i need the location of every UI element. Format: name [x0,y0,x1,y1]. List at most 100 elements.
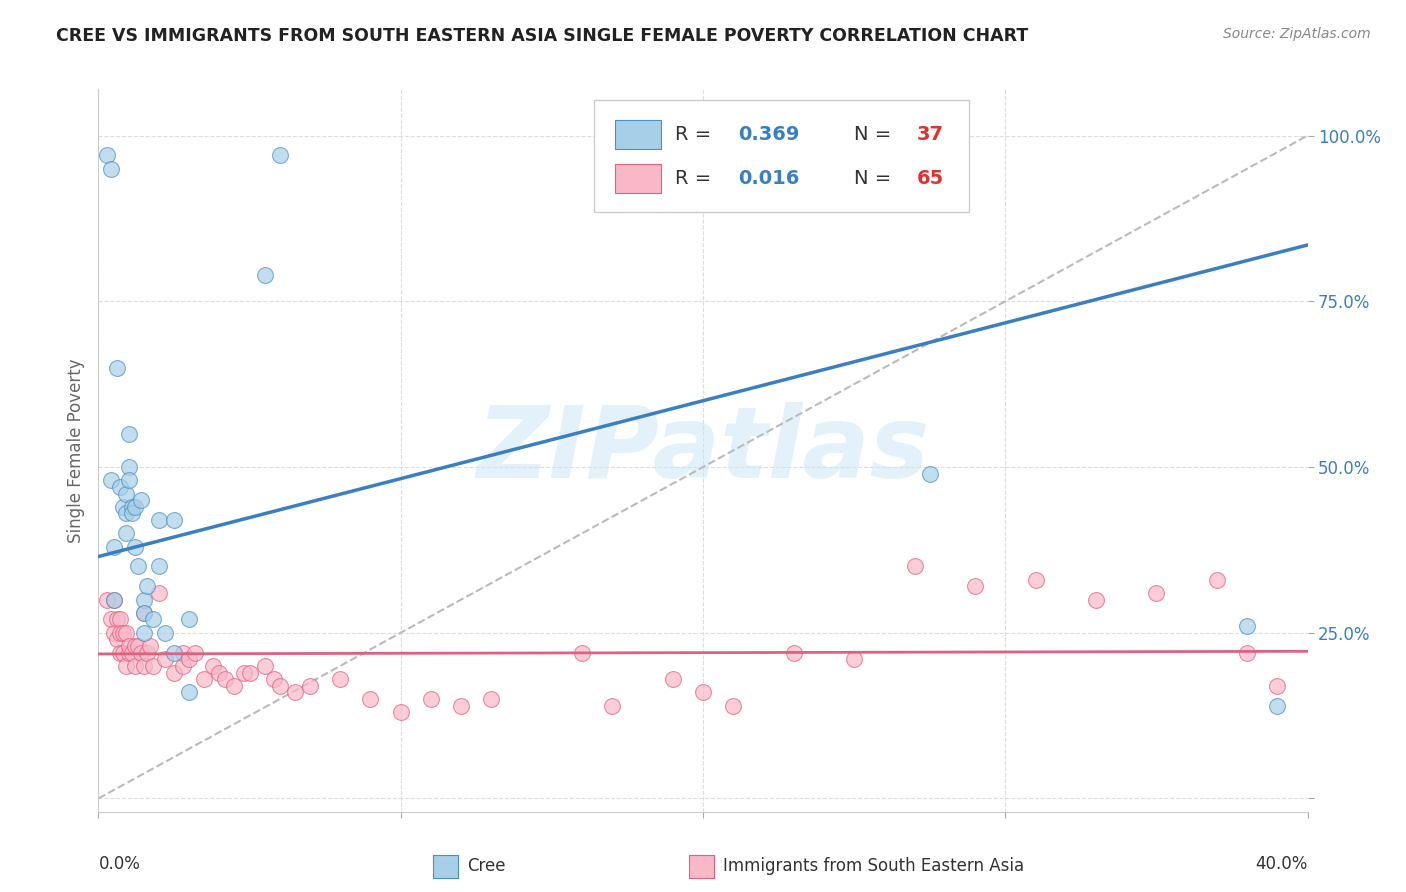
Point [124,540,146,554]
Point [118,646,141,660]
Point [139,639,162,653]
Point [253,268,276,282]
Point [142,612,165,626]
Point [299,679,322,693]
Point [132,659,155,673]
Point [723,698,745,713]
Point [108,480,131,494]
Point [111,625,134,640]
Bar [614,120,661,149]
Text: 37: 37 [917,125,943,145]
Point [108,646,131,660]
Point [148,586,170,600]
Point [105,612,128,626]
Point [918,467,941,481]
Text: 0.369: 0.369 [738,125,800,145]
Point [103,540,125,554]
Point [163,646,186,660]
Point [1236,646,1258,660]
Point [121,646,143,660]
Point [132,606,155,620]
Text: Source: ZipAtlas.com: Source: ZipAtlas.com [1223,27,1371,41]
Point [184,646,207,660]
Point [124,639,146,653]
Point [172,646,194,660]
Point [193,672,215,686]
Point [1267,679,1289,693]
Text: N =: N = [855,169,897,187]
Point [127,639,149,653]
Point [602,698,624,713]
Point [124,659,146,673]
Point [208,665,231,680]
Point [179,612,201,626]
Point [129,646,152,660]
Point [124,500,146,514]
Point [114,526,136,541]
Point [1206,573,1229,587]
Point [420,692,443,706]
Point [269,148,291,162]
Point [1024,573,1046,587]
Point [108,625,131,640]
Point [118,639,141,653]
Point [108,612,131,626]
Point [132,592,155,607]
Point [1144,586,1167,600]
Point [103,592,125,607]
Point [111,646,134,660]
Point [389,706,412,720]
Point [179,685,201,699]
Text: R =: R = [675,169,717,187]
Point [127,559,149,574]
Point [121,507,143,521]
Point [148,559,170,574]
Point [100,612,122,626]
Point [163,665,186,680]
Text: N =: N = [855,125,897,145]
Point [135,579,157,593]
Point [153,652,176,666]
Point [1267,698,1289,713]
Point [1085,592,1108,607]
Point [148,513,170,527]
Point [360,692,382,706]
Point [202,659,225,673]
Point [692,685,714,699]
Point [103,625,125,640]
Point [111,500,134,514]
Text: 0.0%: 0.0% [98,855,141,873]
Point [661,672,683,686]
Point [118,426,141,441]
Point [481,692,503,706]
Point [129,493,152,508]
Point [783,646,806,660]
Point [96,592,118,607]
Point [1236,619,1258,633]
FancyBboxPatch shape [595,100,969,212]
Point [100,473,122,487]
Point [214,672,236,686]
Point [232,665,254,680]
Point [105,632,128,647]
Point [269,679,291,693]
Text: 0.016: 0.016 [738,169,800,187]
Point [114,659,136,673]
Point [253,659,276,673]
Point [263,672,285,686]
Point [904,559,927,574]
Point [96,148,118,162]
Point [179,652,201,666]
Point [163,513,186,527]
Point [142,659,165,673]
Point [118,473,141,487]
Bar [614,163,661,193]
Text: CREE VS IMMIGRANTS FROM SOUTH EASTERN ASIA SINGLE FEMALE POVERTY CORRELATION CHA: CREE VS IMMIGRANTS FROM SOUTH EASTERN AS… [56,27,1029,45]
Point [153,625,176,640]
Point [103,592,125,607]
Point [135,646,157,660]
Point [114,625,136,640]
Point [132,606,155,620]
Point [100,161,122,176]
Point [172,659,194,673]
